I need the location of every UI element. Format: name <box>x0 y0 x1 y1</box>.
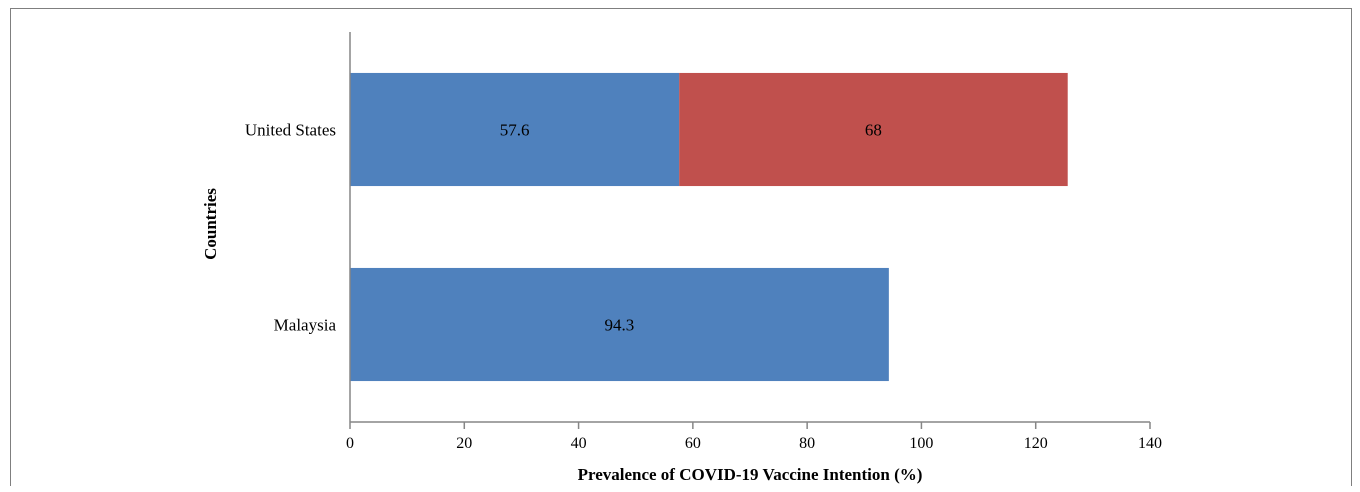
data-labels-layer: 57.6 68 94.3 <box>500 121 882 335</box>
x-ticks-layer: 0 20 40 60 80 100 120 140 <box>346 422 1162 452</box>
bar-data-label: 68 <box>865 121 882 140</box>
category-label: United States <box>245 121 336 140</box>
x-tick-label: 60 <box>685 435 701 452</box>
category-labels-layer: United States Malaysia <box>245 121 337 335</box>
x-tick-label: 0 <box>346 435 354 452</box>
bar-segment-series-2 <box>679 72 1068 187</box>
bar-data-label: 57.6 <box>500 121 530 140</box>
x-tick-label: 100 <box>909 435 933 452</box>
bar-data-label: 94.3 <box>605 316 635 335</box>
x-tick-label: 40 <box>571 435 587 452</box>
x-axis-title: Prevalence of COVID-19 Vaccine Intention… <box>578 465 923 484</box>
x-tick-label: 140 <box>1138 435 1162 452</box>
x-tick-label: 80 <box>799 435 815 452</box>
category-label: Malaysia <box>274 316 337 335</box>
bars-layer <box>350 72 1068 382</box>
x-tick-label: 120 <box>1024 435 1048 452</box>
x-tick-label: 20 <box>456 435 472 452</box>
bar-segment-series-1 <box>350 267 889 382</box>
bar-segment-series-1 <box>350 72 680 187</box>
y-axis-title: Countries <box>201 188 220 260</box>
